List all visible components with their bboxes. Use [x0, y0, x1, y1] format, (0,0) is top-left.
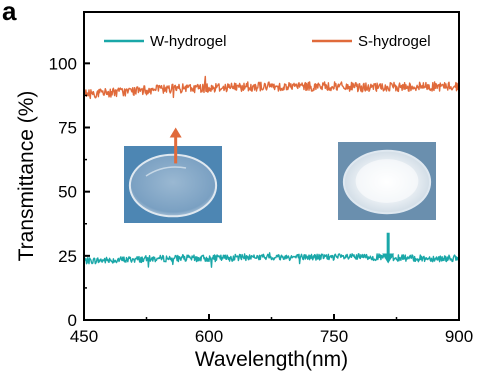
disc-opaque-center — [355, 159, 419, 203]
y-tick-label: 50 — [58, 183, 77, 202]
y-axis-ticks: 0 25 50 75 100 — [49, 54, 90, 330]
x-tick-label: 450 — [70, 327, 98, 346]
hydrogel-disc — [128, 153, 218, 218]
x-tick-label: 750 — [320, 327, 348, 346]
x-axis-title: Wavelength(nm) — [195, 348, 348, 371]
arrow-down-icon — [382, 253, 395, 264]
x-tick-label: 900 — [445, 327, 473, 346]
arrow-up-icon — [169, 127, 182, 138]
panel-letter: a — [2, 0, 17, 26]
y-tick-label: 75 — [58, 119, 77, 138]
legend-label: W-hydrogel — [150, 33, 226, 50]
series-line-s-hydrogel — [83, 75, 460, 100]
legend-label: S-hydrogel — [358, 33, 431, 50]
series-layer — [83, 75, 460, 268]
x-axis-ticks: 450 600 750 900 — [70, 314, 473, 346]
inset-photos — [124, 142, 436, 223]
series-line-w-hydrogel — [83, 252, 460, 268]
y-tick-label: 0 — [68, 311, 77, 330]
y-tick-label: 100 — [49, 54, 77, 73]
disc-highlight — [145, 166, 187, 177]
arrow-annotations — [169, 127, 395, 264]
y-axis-title: Transmittance (%) — [15, 91, 38, 262]
y-tick-label: 25 — [58, 247, 77, 266]
x-tick-label: 600 — [195, 327, 223, 346]
legend: W-hydrogel S-hydrogel — [104, 33, 431, 50]
